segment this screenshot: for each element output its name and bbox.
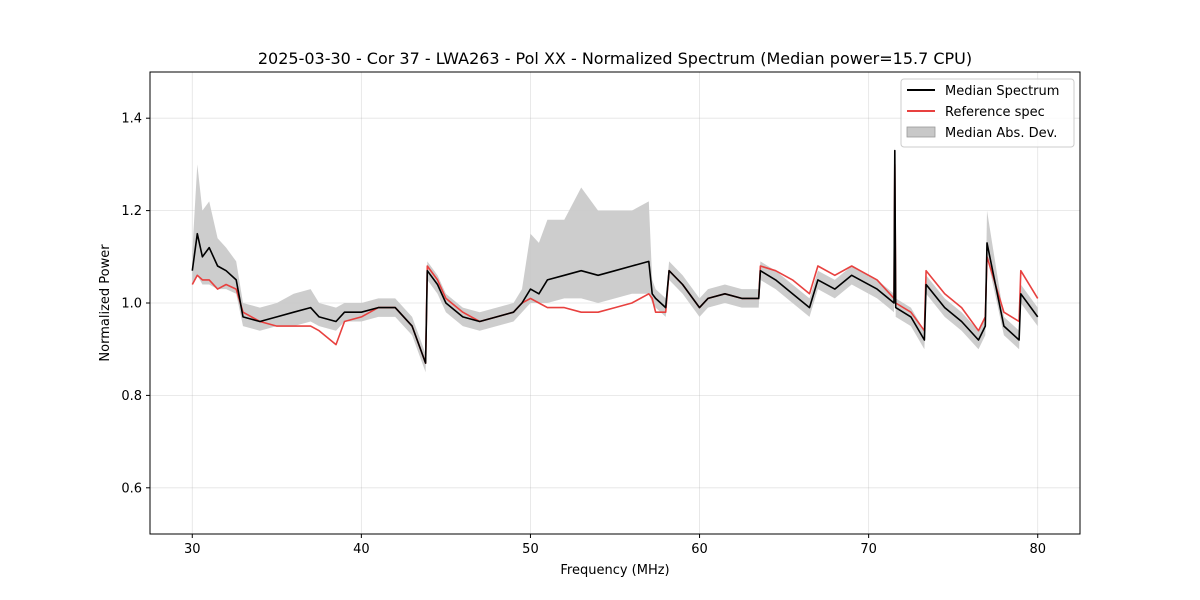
ticks: 30 40 50 60 70 80 0.6 0.8 1.0 1.2 1.4 bbox=[121, 112, 1046, 557]
x-tick-label: 80 bbox=[1029, 542, 1046, 557]
y-tick-label: 1.0 bbox=[121, 297, 142, 312]
plot-area bbox=[191, 145, 1039, 373]
legend-mad-label: Median Abs. Dev. bbox=[945, 126, 1057, 141]
legend-reference-label: Reference spec bbox=[945, 105, 1045, 120]
median-spectrum-line bbox=[191, 149, 1039, 364]
x-axis-label: Frequency (MHz) bbox=[560, 563, 669, 578]
legend-median-label: Median Spectrum bbox=[945, 84, 1059, 99]
y-tick-label: 1.2 bbox=[121, 204, 142, 219]
x-tick-label: 30 bbox=[184, 542, 201, 557]
x-tick-label: 40 bbox=[353, 542, 370, 557]
mad-band bbox=[192, 145, 1038, 373]
reference-spectrum-line bbox=[191, 163, 1039, 364]
y-tick-label: 0.6 bbox=[121, 481, 142, 496]
y-tick-label: 0.8 bbox=[121, 389, 142, 404]
legend-box bbox=[900, 78, 1075, 148]
x-tick-label: 60 bbox=[691, 542, 708, 557]
y-axis-label: Normalized Power bbox=[98, 244, 113, 362]
series-group bbox=[191, 145, 1039, 373]
y-tick-label: 1.4 bbox=[121, 112, 142, 127]
x-tick-label: 50 bbox=[522, 542, 539, 557]
legend-mad-swatch bbox=[906, 126, 936, 138]
x-tick-label: 70 bbox=[860, 542, 877, 557]
chart-title: 2025-03-30 - Cor 37 - LWA263 - Pol XX - … bbox=[258, 49, 972, 68]
legend: Median Spectrum Reference spec Median Ab… bbox=[900, 78, 1075, 148]
